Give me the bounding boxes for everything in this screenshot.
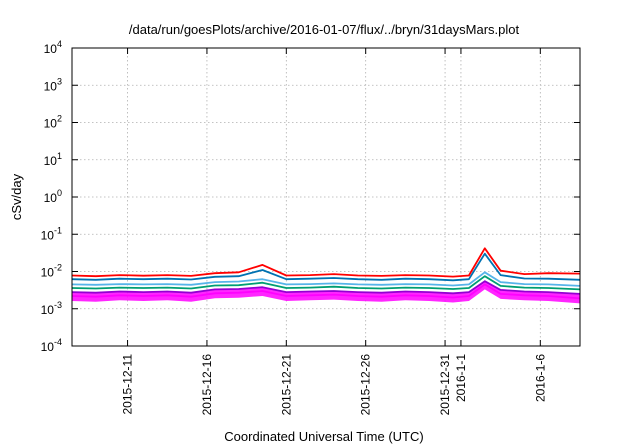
series-line	[71, 283, 581, 300]
y-tick-label: 10-2	[41, 263, 62, 280]
y-tick-label: 102	[44, 114, 62, 131]
x-axis-label: Coordinated Universal Time (UTC)	[224, 429, 423, 444]
series-line	[71, 280, 581, 295]
y-tick-label: 10-3	[41, 300, 62, 317]
x-tick-label: 2015-12-21	[279, 354, 293, 416]
y-tick-label: 103	[44, 76, 62, 93]
x-axis: 2015-12-11 2015-12-16 2015-12-21 2015-12-26…	[121, 48, 547, 416]
x-tick-label: 2015-12-16	[200, 354, 214, 416]
y-axis: 10-4 10-3 10-2 10-1 100 101 102 103 104	[41, 39, 580, 354]
y-tick-label: 101	[44, 151, 62, 168]
y-tick-label: 104	[44, 39, 62, 56]
series-line	[71, 275, 581, 291]
series-line	[71, 271, 581, 287]
x-tick-label: 2016-1-6	[533, 354, 547, 402]
y-axis-label: cSv/day	[9, 173, 24, 220]
x-tick-label: 2015-12-26	[359, 354, 373, 416]
grid	[72, 47, 580, 347]
series-line	[71, 252, 581, 282]
y-tick-label: 100	[44, 188, 62, 205]
x-tick-label: 2016-1-1	[454, 354, 468, 402]
y-tick-label: 10-4	[41, 337, 62, 354]
x-tick-label: 2015-12-11	[121, 354, 135, 415]
series-layer	[71, 247, 581, 304]
y-tick-label: 10-1	[41, 225, 62, 242]
chart-title: /data/run/goesPlots/archive/2016-01-07/f…	[129, 22, 520, 37]
x-tick-label: 2015-12-31	[438, 354, 452, 416]
series-line	[71, 247, 581, 278]
